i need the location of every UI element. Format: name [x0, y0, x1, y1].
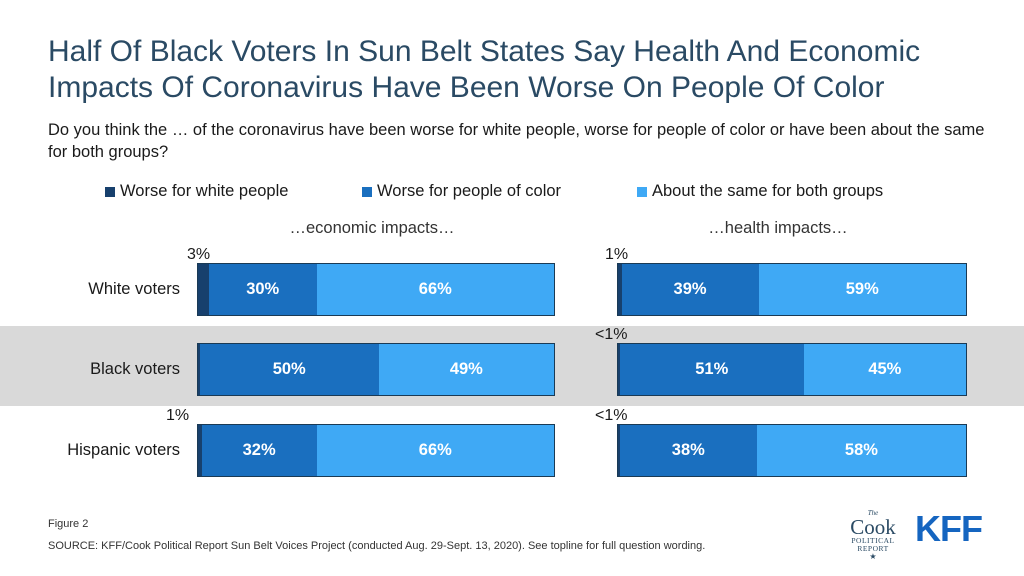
legend-item-worse-white: Worse for white people [105, 182, 288, 201]
legend-label: About the same for both groups [652, 182, 884, 200]
row-label: Hispanic voters [67, 441, 180, 459]
bar-segment: 49% [378, 344, 554, 395]
data-label: 3% [187, 246, 211, 263]
stacked-bar: 39% 59% [617, 263, 967, 316]
panel-title: …economic impacts… [289, 219, 455, 237]
data-label: 1% [166, 407, 190, 424]
bar-segment: 58% [756, 425, 966, 476]
chart-subtitle: Do you think the … of the coronavirus ha… [48, 121, 985, 161]
bar-segment: 50% [199, 344, 379, 395]
legend-label: Worse for white people [120, 182, 289, 200]
bar-segment [618, 344, 620, 395]
panel-title: …health impacts… [708, 219, 848, 237]
bar-segment: 51% [619, 344, 804, 395]
bar-segment: 32% [201, 425, 317, 476]
bar-segment: 45% [803, 344, 966, 395]
legend-item-worse-color: Worse for people of color [362, 182, 561, 201]
stacked-bar: 30% 66% [197, 263, 555, 316]
star-icon: ★ [869, 552, 877, 561]
kff-logo: KFF [915, 508, 983, 549]
data-label: <1% [595, 326, 628, 343]
bar-segment: 59% [758, 264, 966, 315]
cook-political-report-logo: The Cook POLITICAL REPORT ★ [842, 510, 904, 561]
legend-label: Worse for people of color [377, 182, 562, 200]
row-label: Black voters [90, 360, 180, 378]
legend: Worse for white people Worse for people … [0, 182, 1024, 202]
stacked-bar: 51% 45% [617, 343, 967, 396]
row-label: White voters [88, 280, 180, 298]
stacked-bar: 32% 66% [197, 424, 555, 477]
bar-segment [198, 264, 209, 315]
source-note: SOURCE: KFF/Cook Political Report Sun Be… [48, 540, 706, 552]
bar-segment [618, 425, 620, 476]
chart-title: Half Of Black Voters In Sun Belt States … [48, 35, 921, 104]
stacked-bar: 38% 58% [617, 424, 967, 477]
bar-segment: 66% [316, 264, 554, 315]
bar-segment [618, 264, 622, 315]
stacked-bar: 50% 49% [197, 343, 555, 396]
figure-number: Figure 2 [48, 518, 89, 530]
legend-swatch [105, 186, 115, 197]
bar-segment: 38% [619, 425, 757, 476]
legend-swatch [637, 186, 647, 197]
bar-segment: 66% [316, 425, 554, 476]
bar-segment [198, 344, 200, 395]
bar-segment [198, 425, 202, 476]
legend-item-same: About the same for both groups [637, 182, 883, 201]
bar-segment: 30% [208, 264, 317, 315]
data-label: <1% [595, 407, 628, 424]
bar-segment: 39% [621, 264, 759, 315]
data-label: 1% [605, 246, 629, 263]
legend-swatch [362, 186, 372, 197]
